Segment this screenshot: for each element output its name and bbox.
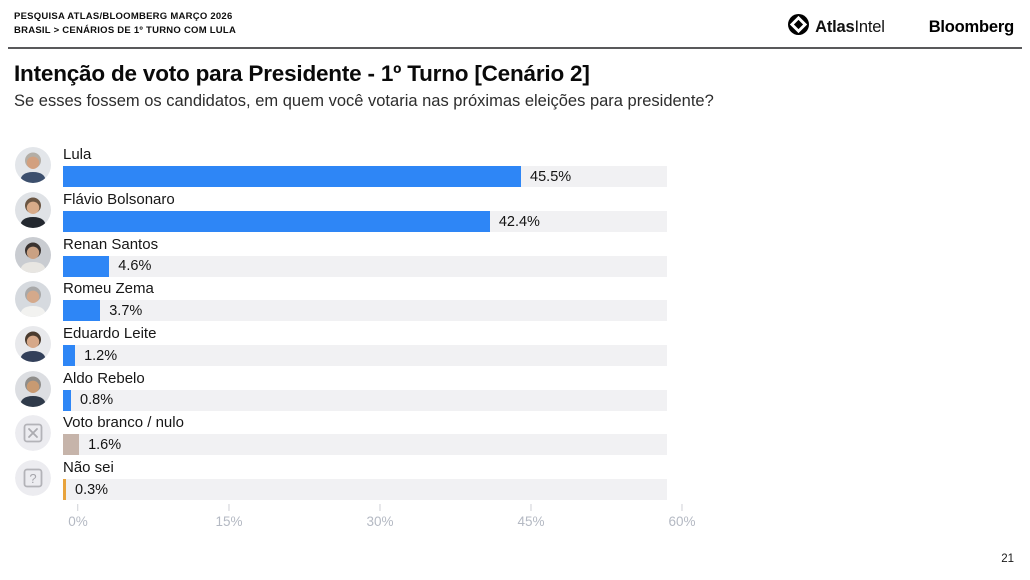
candidate-row: Lula 45.5% xyxy=(15,143,1015,188)
candidate-row: Voto branco / nulo 1.6% xyxy=(15,411,1015,456)
candidate-name: Voto branco / nulo xyxy=(63,414,184,432)
bar-track: 0.3% xyxy=(63,479,667,501)
photo-eduardo-leite xyxy=(15,326,51,363)
row-content: Aldo Rebelo 0.8% xyxy=(63,367,1015,411)
bar-value-label: 0.3% xyxy=(75,481,109,498)
atlasintel-icon xyxy=(788,14,810,40)
atlasintel-wordmark: AtlasIntel xyxy=(815,17,885,36)
candidate-row: Eduardo Leite 1.2% xyxy=(15,322,1015,367)
candidate-name: Aldo Rebelo xyxy=(63,369,145,387)
x-axis-tick: 45% xyxy=(517,504,545,529)
atlasintel-logo: AtlasIntel xyxy=(788,14,885,40)
page-title: Intenção de voto para Presidente - 1º Tu… xyxy=(14,61,590,86)
photo-renan-santos xyxy=(15,236,51,273)
page-header: PESQUISA ATLAS/BLOOMBERG MARÇO 2026 BRAS… xyxy=(0,0,1030,40)
header-divider xyxy=(8,47,1022,49)
x-axis-tick: 60% xyxy=(668,504,696,529)
bar-value-label: 1.6% xyxy=(88,436,122,453)
candidate-row: Flávio Bolsonaro 42.4% xyxy=(15,188,1015,233)
row-content: Não sei 0.3% xyxy=(63,456,1015,501)
bar-fill xyxy=(63,479,67,501)
bar-track: 42.4% xyxy=(63,211,667,233)
candidate-row: Romeu Zema 3.7% xyxy=(15,277,1015,322)
question-box-icon: ? xyxy=(15,460,51,497)
x-axis: 0% 15% 30% 45% 60% xyxy=(68,504,696,536)
bar-fill xyxy=(63,166,522,188)
survey-name: PESQUISA ATLAS/BLOOMBERG MARÇO 2026 xyxy=(14,11,233,22)
candidate-name: Romeu Zema xyxy=(63,280,154,298)
row-content: Lula 45.5% xyxy=(63,143,1015,188)
x-axis-tick-label: 45% xyxy=(517,514,545,529)
row-content: Flávio Bolsonaro 42.4% xyxy=(63,188,1015,233)
bar-fill xyxy=(63,300,101,322)
photo-aldo-rebelo xyxy=(15,370,51,407)
bar-rows: Lula 45.5% Flávio Bolsonaro 42.4% Renan … xyxy=(15,143,1015,501)
x-axis-tick: 0% xyxy=(68,504,88,529)
x-axis-tick-mark xyxy=(228,504,230,511)
x-axis-tick: 15% xyxy=(215,504,243,529)
photo-romeu-zema xyxy=(15,281,51,318)
bar-value-label: 3.7% xyxy=(109,302,143,319)
x-axis-tick-label: 15% xyxy=(215,514,243,529)
candidate-name: Flávio Bolsonaro xyxy=(63,191,175,209)
bar-track: 0.8% xyxy=(63,389,667,411)
photo-flavio-bolsonaro xyxy=(15,192,51,229)
x-axis-tick-mark xyxy=(77,504,79,511)
logo-group: AtlasIntel Bloomberg xyxy=(788,14,1014,40)
bar-fill xyxy=(63,211,490,233)
row-content: Voto branco / nulo 1.6% xyxy=(63,411,1015,456)
candidate-row: Renan Santos 4.6% xyxy=(15,232,1015,277)
candidate-name: Lula xyxy=(63,146,92,164)
candidate-row: Aldo Rebelo 0.8% xyxy=(15,366,1015,411)
row-content: Renan Santos 4.6% xyxy=(63,233,1015,277)
x-axis-tick-mark xyxy=(530,504,532,511)
x-box-icon xyxy=(15,415,51,452)
x-axis-tick-mark xyxy=(681,504,683,511)
title-block: Intenção de voto para Presidente - 1º Tu… xyxy=(14,60,1016,112)
bar-chart: Lula 45.5% Flávio Bolsonaro 42.4% Renan … xyxy=(15,143,1015,501)
bar-fill xyxy=(63,434,80,456)
photo-lula xyxy=(15,147,51,184)
breadcrumb: BRASIL > CENÁRIOS DE 1º TURNO COM LULA xyxy=(14,25,237,36)
svg-text:?: ? xyxy=(29,471,36,486)
bar-track: 3.7% xyxy=(63,300,667,322)
bar-value-label: 45.5% xyxy=(530,168,572,185)
bar-track: 45.5% xyxy=(63,166,667,188)
row-content: Eduardo Leite 1.2% xyxy=(63,322,1015,367)
bloomberg-logo: Bloomberg xyxy=(928,17,1014,36)
bar-fill xyxy=(63,255,110,277)
candidate-name: Eduardo Leite xyxy=(63,325,157,343)
candidate-name: Não sei xyxy=(63,459,114,477)
bar-fill xyxy=(63,389,72,411)
bar-track: 1.6% xyxy=(63,434,667,456)
x-axis-tick-label: 60% xyxy=(668,514,696,529)
x-axis-tick-label: 30% xyxy=(366,514,394,529)
candidate-row: ? Não sei 0.3% xyxy=(15,456,1015,501)
bar-value-label: 0.8% xyxy=(80,392,114,409)
bar-value-label: 42.4% xyxy=(498,213,540,230)
page-subtitle: Se esses fossem os candidatos, em quem v… xyxy=(14,92,714,110)
bar-value-label: 1.2% xyxy=(84,347,118,364)
bar-fill xyxy=(63,345,76,367)
bar-track: 4.6% xyxy=(63,255,667,277)
bar-track: 1.2% xyxy=(63,345,667,367)
row-content: Romeu Zema 3.7% xyxy=(63,277,1015,322)
bar-value-label: 4.6% xyxy=(118,258,152,275)
page-number: 21 xyxy=(1001,553,1014,565)
x-axis-tick-mark xyxy=(379,504,381,511)
survey-meta: PESQUISA ATLAS/BLOOMBERG MARÇO 2026 BRAS… xyxy=(14,10,236,38)
x-axis-tick: 30% xyxy=(366,504,394,529)
x-axis-tick-label: 0% xyxy=(68,514,88,529)
candidate-name: Renan Santos xyxy=(63,235,159,253)
